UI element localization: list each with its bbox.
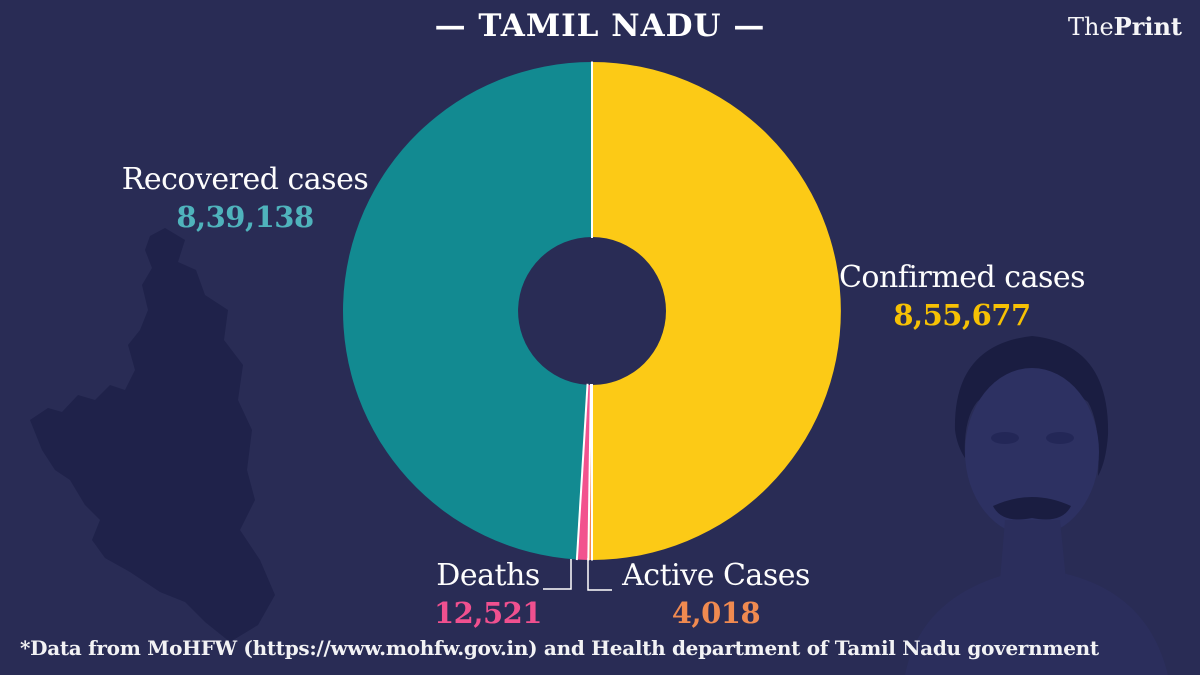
label-recovered-cases: Recovered cases 8,39,138: [100, 162, 390, 235]
confirmed-cases-title: Confirmed cases: [838, 260, 1086, 295]
leader-line-deaths: [543, 559, 572, 590]
slice-confirmed-cases: [592, 62, 841, 560]
label-deaths: Deaths 12,521: [378, 558, 598, 631]
slice-recovered-cases: [343, 62, 592, 560]
theprint-logo-print: Print: [1113, 12, 1182, 41]
deaths-value: 12,521: [434, 596, 543, 631]
tamilnadu-map-silhouette: [30, 228, 275, 642]
theprint-logo: ThePrint: [1068, 12, 1182, 41]
leader-line-active-cases: [587, 558, 612, 591]
label-confirmed-cases: Confirmed cases 8,55,677: [812, 260, 1112, 333]
portrait-hair: [954, 336, 1109, 476]
page-title: — TAMIL NADU —: [434, 8, 766, 44]
label-active-cases: Active Cases 4,018: [586, 558, 846, 631]
portrait-neck: [1000, 520, 1066, 580]
portrait-mustache: [993, 497, 1071, 520]
slice-divider: [575, 383, 589, 561]
portrait-shoulders: [905, 568, 1168, 675]
deaths-title: Deaths: [436, 558, 540, 593]
theprint-logo-the: The: [1067, 13, 1114, 41]
active-cases-title: Active Cases: [622, 558, 810, 593]
recovered-cases-value: 8,39,138: [176, 200, 314, 235]
portrait-face: [965, 368, 1099, 536]
politician-portrait: [905, 336, 1168, 675]
data-source-note: *Data from MoHFW (https://www.mohfw.gov.…: [20, 636, 1099, 660]
active-cases-value: 4,018: [671, 596, 761, 631]
portrait-eye-left: [991, 432, 1019, 444]
confirmed-cases-value: 8,55,677: [893, 298, 1031, 333]
recovered-cases-title: Recovered cases: [121, 162, 369, 197]
portrait-eye-right: [1046, 432, 1074, 444]
slice-divider: [587, 383, 592, 561]
